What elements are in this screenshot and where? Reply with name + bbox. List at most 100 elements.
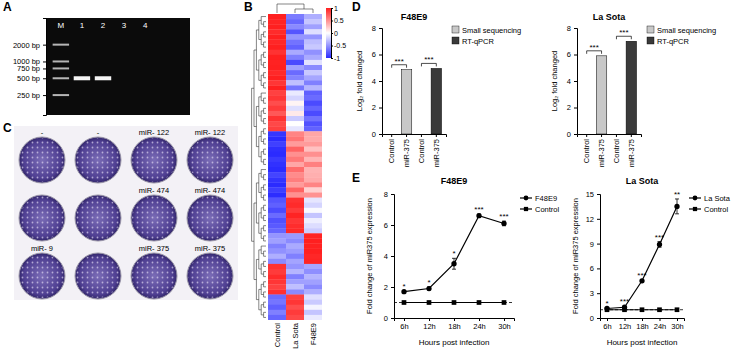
well bbox=[19, 253, 65, 299]
heatmap-cell bbox=[286, 131, 304, 136]
heatmap-cell bbox=[304, 244, 322, 249]
heatmap-cell bbox=[286, 254, 304, 259]
heatmap-cell bbox=[304, 203, 322, 208]
heatmap-cell bbox=[304, 228, 322, 233]
tick: 6 bbox=[372, 50, 382, 59]
heatmap-cell bbox=[304, 238, 322, 243]
tick-mark bbox=[43, 78, 46, 79]
y-axis-title: Fold change of miR375 expression bbox=[365, 198, 374, 314]
heatmap-cell bbox=[268, 228, 286, 233]
tick-mark bbox=[607, 318, 608, 321]
legend-label: F48E9 bbox=[535, 194, 557, 203]
tick-mark bbox=[331, 46, 333, 47]
error-bar bbox=[658, 242, 662, 248]
heatmap-cell bbox=[286, 142, 304, 147]
tick-label: 0 bbox=[384, 314, 388, 323]
well-plaques bbox=[132, 196, 176, 240]
series-line bbox=[404, 216, 504, 292]
dendrogram-branch bbox=[264, 312, 266, 317]
x-axis: ControlmiR-375ControlmiR-375 bbox=[578, 134, 642, 167]
heatmap-cell bbox=[286, 289, 304, 294]
heatmap-cell bbox=[304, 136, 322, 141]
lane-label: 4 bbox=[143, 21, 148, 30]
heatmap-cell bbox=[268, 218, 286, 223]
well bbox=[131, 253, 177, 299]
tick: 6 bbox=[384, 221, 394, 230]
dendrogram-branch bbox=[254, 50, 256, 127]
heatmap-cell bbox=[286, 65, 304, 70]
heatmap-cell bbox=[268, 300, 286, 305]
heatmap-cell bbox=[286, 106, 304, 111]
tick: 12 bbox=[586, 215, 600, 224]
legend-marker bbox=[524, 196, 529, 201]
heatmap-cell bbox=[268, 295, 286, 300]
heatmap-cell bbox=[304, 213, 322, 218]
tick-label: 15 bbox=[586, 190, 594, 199]
heatmap-cell bbox=[304, 45, 322, 50]
panel-label: A bbox=[3, 0, 12, 14]
tick-mark bbox=[391, 318, 394, 319]
tick-label: miR-375 bbox=[627, 139, 636, 167]
heatmap-cell bbox=[304, 295, 322, 300]
lane-label: 3 bbox=[122, 21, 127, 30]
well-plaques bbox=[188, 196, 232, 240]
bar bbox=[626, 41, 636, 134]
heatmap-cell bbox=[304, 55, 322, 60]
dendrogram-branch bbox=[259, 60, 261, 80]
tick-label: 30h bbox=[671, 322, 684, 331]
heatmap-cell bbox=[304, 34, 322, 39]
dendrogram-branch bbox=[261, 17, 266, 25]
heatmap-cell bbox=[304, 274, 322, 279]
dendrogram-branch bbox=[264, 149, 266, 154]
legend-marker bbox=[693, 207, 697, 211]
tick: 0 bbox=[567, 130, 577, 139]
heatmap-cell bbox=[286, 274, 304, 279]
significance-label: *** bbox=[424, 55, 433, 64]
tick-mark bbox=[574, 134, 577, 135]
y-axis-title: Log₂ fold changed bbox=[355, 51, 364, 111]
significance-label: * bbox=[427, 278, 430, 287]
marker bbox=[622, 307, 627, 312]
tick-mark bbox=[406, 134, 407, 137]
tick-mark bbox=[597, 268, 600, 269]
dendrogram-branch bbox=[256, 106, 258, 146]
column-label: La Sota bbox=[291, 322, 300, 349]
well-label: miR- 474 bbox=[139, 186, 169, 195]
tick-mark bbox=[429, 318, 430, 321]
tick-mark bbox=[616, 134, 617, 137]
panel-label: B bbox=[244, 0, 253, 14]
heatmap-cell bbox=[268, 208, 286, 213]
x-axis-title: Hours post infection bbox=[607, 338, 678, 347]
dendrogram-branch bbox=[264, 98, 266, 103]
heatmap-cell bbox=[268, 172, 286, 177]
band bbox=[53, 44, 69, 46]
marker bbox=[640, 307, 645, 312]
tick-mark bbox=[404, 318, 405, 321]
heatmap-cell bbox=[286, 91, 304, 96]
dendrogram-branch bbox=[264, 32, 266, 37]
tick-label: 4 bbox=[372, 77, 376, 86]
y-axis: 2000 bp1000 bp750 bp500 bp250 bp bbox=[13, 19, 47, 116]
heatmap-cell bbox=[304, 254, 322, 259]
heatmap-cell bbox=[286, 269, 304, 274]
tick-mark bbox=[597, 219, 600, 220]
tick: 30h bbox=[498, 318, 511, 331]
chart-title: La Sota bbox=[593, 12, 627, 22]
heatmap-cell bbox=[304, 249, 322, 254]
dendrogram-branch bbox=[264, 62, 266, 67]
tick-mark bbox=[574, 28, 577, 29]
marker bbox=[452, 300, 457, 305]
tick-label: 18h bbox=[448, 322, 461, 331]
legend-label: RT-qPCR bbox=[462, 37, 495, 46]
tick: Control bbox=[417, 134, 426, 163]
heatmap-panel: ControlLa SotaF48E910.50-0.5-1 bbox=[252, 4, 347, 349]
well bbox=[187, 137, 233, 183]
tick-label: 0 bbox=[334, 30, 338, 37]
tick-mark bbox=[43, 61, 46, 62]
heatmap-cells bbox=[268, 14, 322, 320]
tick: 18h bbox=[636, 318, 649, 331]
well bbox=[19, 137, 65, 183]
dendrogram-branch bbox=[261, 187, 263, 197]
well bbox=[75, 137, 121, 183]
heatmap-cell bbox=[268, 305, 286, 310]
